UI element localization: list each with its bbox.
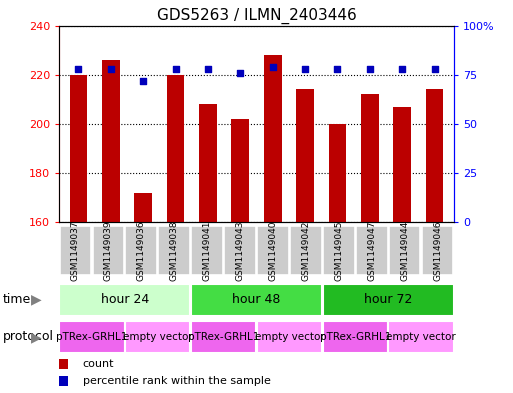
Bar [167, 75, 185, 222]
Text: count: count [83, 359, 114, 369]
Text: time: time [3, 293, 31, 306]
Bar [224, 226, 256, 275]
Bar [126, 226, 157, 275]
Bar [199, 104, 217, 222]
Text: GSM1149043: GSM1149043 [235, 220, 245, 281]
Bar [60, 284, 190, 316]
Point [171, 66, 180, 72]
Bar [257, 226, 289, 275]
Bar [296, 89, 314, 222]
Bar [159, 226, 190, 275]
Bar [422, 226, 453, 275]
Point [236, 70, 244, 76]
Point [398, 66, 406, 72]
Text: GSM1149046: GSM1149046 [433, 220, 442, 281]
Bar [60, 226, 91, 275]
Bar [290, 226, 322, 275]
Bar [257, 321, 322, 353]
Bar [59, 376, 68, 386]
Text: hour 48: hour 48 [232, 293, 281, 306]
Text: GSM1149047: GSM1149047 [367, 220, 376, 281]
Bar [393, 107, 411, 222]
Text: pTRex-GRHL1: pTRex-GRHL1 [320, 332, 391, 342]
Text: GSM1149040: GSM1149040 [268, 220, 278, 281]
Text: pTRex-GRHL1: pTRex-GRHL1 [188, 332, 259, 342]
Bar [264, 55, 282, 222]
Point [366, 66, 374, 72]
Text: protocol: protocol [3, 331, 53, 343]
Bar [328, 124, 346, 222]
Bar [361, 94, 379, 222]
Bar [323, 226, 354, 275]
Text: ▶: ▶ [31, 330, 42, 344]
Point [430, 66, 439, 72]
Text: GSM1149044: GSM1149044 [400, 220, 409, 281]
Bar [191, 321, 256, 353]
Bar [191, 284, 322, 316]
Text: GSM1149045: GSM1149045 [334, 220, 343, 281]
Text: hour 24: hour 24 [101, 293, 149, 306]
Text: empty vector: empty vector [123, 332, 192, 342]
Bar [70, 75, 87, 222]
Bar [102, 60, 120, 222]
Bar [389, 226, 421, 275]
Bar [59, 359, 68, 369]
Text: ▶: ▶ [31, 293, 42, 307]
Text: GSM1149042: GSM1149042 [301, 220, 310, 281]
Bar [388, 321, 453, 353]
Point [269, 64, 277, 70]
Bar [356, 226, 387, 275]
Text: GSM1149038: GSM1149038 [170, 220, 179, 281]
Text: empty vector: empty vector [254, 332, 324, 342]
Text: pTRex-GRHL1: pTRex-GRHL1 [56, 332, 128, 342]
Bar [426, 89, 443, 222]
Text: GSM1149037: GSM1149037 [71, 220, 80, 281]
Text: GSM1149039: GSM1149039 [104, 220, 113, 281]
Title: GDS5263 / ILMN_2403446: GDS5263 / ILMN_2403446 [156, 8, 357, 24]
Bar [60, 321, 125, 353]
Text: hour 72: hour 72 [364, 293, 412, 306]
Point [107, 66, 115, 72]
Text: GSM1149041: GSM1149041 [203, 220, 212, 281]
Bar [125, 321, 190, 353]
Text: percentile rank within the sample: percentile rank within the sample [83, 376, 270, 386]
Text: GSM1149036: GSM1149036 [137, 220, 146, 281]
Text: empty vector: empty vector [386, 332, 456, 342]
Bar [92, 226, 124, 275]
Point [333, 66, 342, 72]
Point [301, 66, 309, 72]
Point [139, 77, 147, 84]
Bar [191, 226, 223, 275]
Bar [323, 284, 453, 316]
Point [74, 66, 83, 72]
Bar [231, 119, 249, 222]
Bar [323, 321, 388, 353]
Point [204, 66, 212, 72]
Bar [134, 193, 152, 222]
